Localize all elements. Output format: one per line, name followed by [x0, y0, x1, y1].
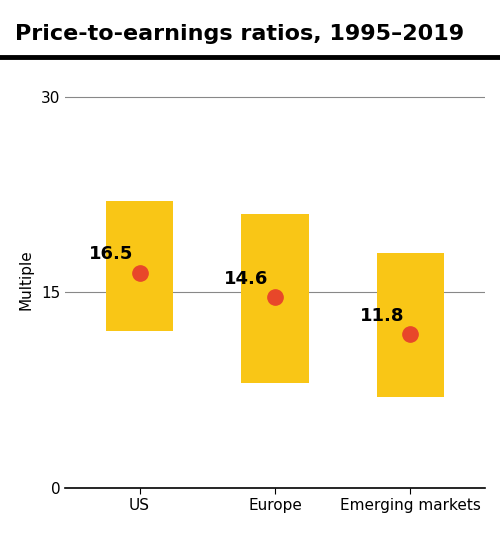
Text: 11.8: 11.8: [360, 307, 405, 325]
Text: 16.5: 16.5: [89, 246, 134, 263]
Bar: [241, 214, 309, 384]
Y-axis label: Multiple: Multiple: [19, 249, 34, 309]
Text: Price-to-earnings ratios, 1995–2019: Price-to-earnings ratios, 1995–2019: [15, 24, 464, 44]
Text: 14.6: 14.6: [224, 270, 268, 288]
Bar: [106, 201, 174, 331]
Bar: [376, 253, 444, 397]
